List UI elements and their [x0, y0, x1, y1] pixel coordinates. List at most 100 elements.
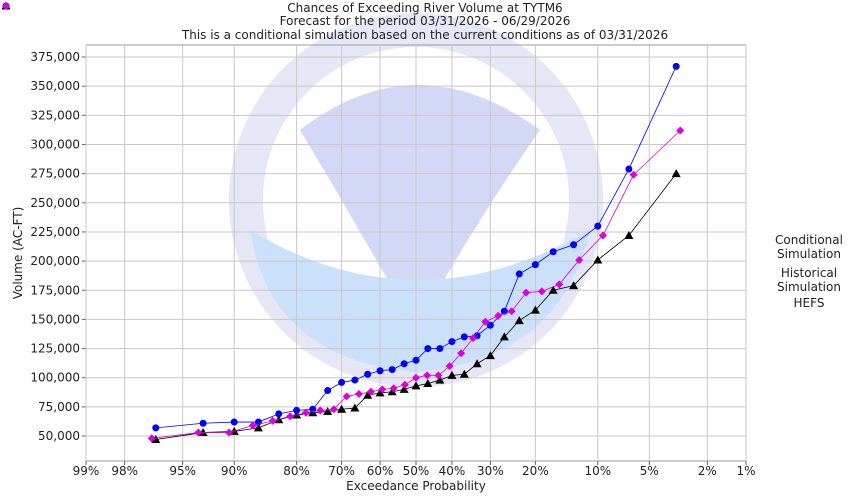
x-tick-label: 70% — [328, 464, 355, 478]
marker — [400, 360, 408, 368]
marker — [594, 222, 602, 230]
marker — [350, 403, 360, 412]
marker — [575, 255, 584, 264]
marker — [268, 416, 277, 425]
legend-item: Historical Simulation — [756, 266, 850, 294]
chart-title: Chances of Exceeding River Volume at TYT… — [287, 1, 562, 15]
marker — [411, 381, 421, 390]
legend-marker — [756, 274, 768, 286]
x-tick-label: 98% — [111, 464, 138, 478]
marker — [435, 375, 445, 384]
marker — [472, 359, 482, 368]
marker — [342, 392, 351, 401]
marker — [363, 390, 373, 399]
marker — [376, 367, 384, 375]
marker — [301, 408, 310, 417]
y-axis-label: Volume (AC-FT) — [11, 207, 25, 300]
marker — [486, 321, 494, 329]
marker — [337, 404, 347, 413]
x-tick-label: 5% — [640, 464, 659, 478]
y-tick-label: 350,000 — [30, 79, 80, 93]
marker — [389, 384, 398, 393]
marker — [286, 412, 295, 421]
marker — [412, 356, 420, 364]
marker — [593, 255, 603, 264]
x-tick-label: 10% — [584, 464, 611, 478]
chart-subtitle: This is a conditional simulation based o… — [181, 28, 668, 42]
marker — [515, 270, 523, 278]
marker — [507, 307, 516, 316]
x-tick-label: 90% — [221, 464, 248, 478]
marker — [324, 387, 332, 395]
y-tick-label: 250,000 — [30, 196, 80, 210]
legend-label: Historical Simulation — [777, 266, 841, 294]
legend-label: HEFS — [793, 296, 825, 310]
y-tick-label: 225,000 — [30, 225, 80, 239]
marker — [537, 287, 546, 296]
marker — [199, 419, 207, 427]
marker — [625, 165, 633, 173]
marker — [460, 333, 468, 341]
marker — [448, 338, 456, 346]
y-tick-label: 125,000 — [30, 342, 80, 356]
marker — [555, 280, 564, 289]
y-tick-label: 325,000 — [30, 108, 80, 122]
chart-subtitle: Forecast for the period 03/31/2026 - 06/… — [280, 14, 571, 28]
marker — [569, 281, 579, 290]
marker — [436, 345, 444, 353]
marker — [253, 423, 263, 432]
marker — [248, 421, 257, 430]
marker — [457, 349, 466, 358]
marker — [531, 261, 539, 269]
marker — [485, 351, 495, 360]
marker — [351, 376, 359, 384]
y-tick-label: 175,000 — [30, 283, 80, 297]
marker — [388, 366, 396, 374]
x-tick-label: 99% — [73, 464, 100, 478]
marker — [293, 406, 301, 414]
marker — [329, 405, 338, 414]
marker — [672, 62, 680, 70]
marker — [364, 370, 372, 378]
marker — [629, 170, 638, 179]
marker — [400, 380, 409, 389]
marker — [375, 388, 385, 397]
legend-item: HEFS — [756, 296, 850, 310]
marker — [499, 332, 509, 341]
marker — [323, 407, 333, 416]
x-axis-label: Exceedance Probability — [346, 479, 486, 493]
y-tick-label: 150,000 — [30, 312, 80, 326]
marker — [459, 369, 469, 378]
marker — [316, 406, 325, 415]
marker — [423, 371, 432, 380]
marker — [469, 334, 478, 343]
y-tick-label: 100,000 — [30, 371, 80, 385]
marker — [152, 424, 160, 432]
marker — [530, 305, 540, 314]
marker — [230, 418, 238, 426]
y-tick-label: 75,000 — [38, 400, 80, 414]
marker — [549, 248, 557, 256]
x-tick-label: 1% — [736, 464, 755, 478]
marker — [378, 385, 387, 394]
marker — [399, 384, 409, 393]
marker — [151, 435, 161, 444]
y-tick-label: 275,000 — [30, 167, 80, 181]
marker — [225, 428, 234, 437]
marker — [494, 311, 503, 320]
marker — [481, 317, 490, 326]
x-tick-label: 20% — [522, 464, 549, 478]
marker — [676, 126, 685, 135]
y-tick-label: 300,000 — [30, 137, 80, 151]
x-tick-label: 80% — [283, 464, 310, 478]
marker — [275, 410, 283, 418]
marker — [424, 345, 432, 353]
marker — [2, 2, 10, 10]
marker — [366, 387, 375, 396]
legend-marker — [756, 297, 768, 309]
marker — [671, 169, 681, 178]
marker — [548, 285, 558, 294]
x-tick-label: 60% — [367, 464, 394, 478]
